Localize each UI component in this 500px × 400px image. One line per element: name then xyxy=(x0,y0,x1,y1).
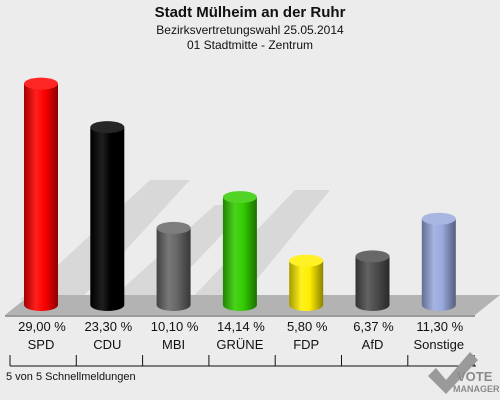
value-label: 6,37 % xyxy=(353,319,394,334)
chart-title: Stadt Mülheim an der Ruhr xyxy=(155,4,346,21)
bar-body xyxy=(355,256,390,311)
footer-note: 5 von 5 Schnellmeldungen xyxy=(6,371,136,383)
bar-sonstige xyxy=(421,212,456,311)
bar-afd xyxy=(355,250,390,311)
category-label: Sonstige xyxy=(414,337,465,352)
bar-mbi xyxy=(156,221,191,311)
logo-text-vote: VOTE xyxy=(457,369,493,384)
value-label: 29,00 % xyxy=(18,319,66,334)
category-label: GRÜNE xyxy=(216,337,263,352)
bar-body xyxy=(421,218,456,311)
chart-floor-front xyxy=(5,315,475,317)
category-label: MBI xyxy=(162,337,185,352)
value-label: 10,10 % xyxy=(151,319,199,334)
value-label-group: 29,00 % 23,30 % 10,10 % 14,14 % 5,80 % 6,37 %… xyxy=(18,319,463,334)
bar-body xyxy=(289,260,324,311)
category-label: AfD xyxy=(362,337,384,352)
bar-top xyxy=(355,250,390,263)
bar-body xyxy=(24,83,58,311)
category-label: FDP xyxy=(293,337,319,352)
bar-top xyxy=(289,254,324,267)
bar-grüne xyxy=(222,191,257,311)
logo-text-manager: MANAGER xyxy=(453,384,500,394)
value-label: 23,30 % xyxy=(84,319,132,334)
bar-top xyxy=(156,221,191,234)
bar-group xyxy=(24,77,456,311)
x-axis-ticks xyxy=(9,355,475,366)
bar-spd xyxy=(24,77,58,311)
category-label: SPD xyxy=(28,337,55,352)
category-label: CDU xyxy=(93,337,121,352)
bar-cdu xyxy=(90,121,125,311)
chart-subtitle: Bezirksvertretungswahl 25.05.2014 xyxy=(156,23,344,37)
chart-subtitle-district: 01 Stadtmitte - Zentrum xyxy=(187,38,313,52)
value-label: 5,80 % xyxy=(287,319,328,334)
vote-manager-logo: VOTE MANAGER xyxy=(428,352,500,394)
bar-body xyxy=(222,197,257,311)
tick-label-group: SPD CDU MBI GRÜNE FDP AfD Sonstige xyxy=(28,337,464,352)
bar-fdp xyxy=(289,254,324,311)
value-label: 14,14 % xyxy=(217,319,265,334)
bar-body xyxy=(156,227,191,311)
bar-top xyxy=(90,121,125,134)
bar-top xyxy=(222,191,257,204)
logo-check-icon xyxy=(428,352,478,394)
value-label: 11,30 % xyxy=(416,319,463,334)
bar-body xyxy=(90,127,125,311)
bar-top xyxy=(421,212,456,225)
bar-top xyxy=(24,77,58,90)
